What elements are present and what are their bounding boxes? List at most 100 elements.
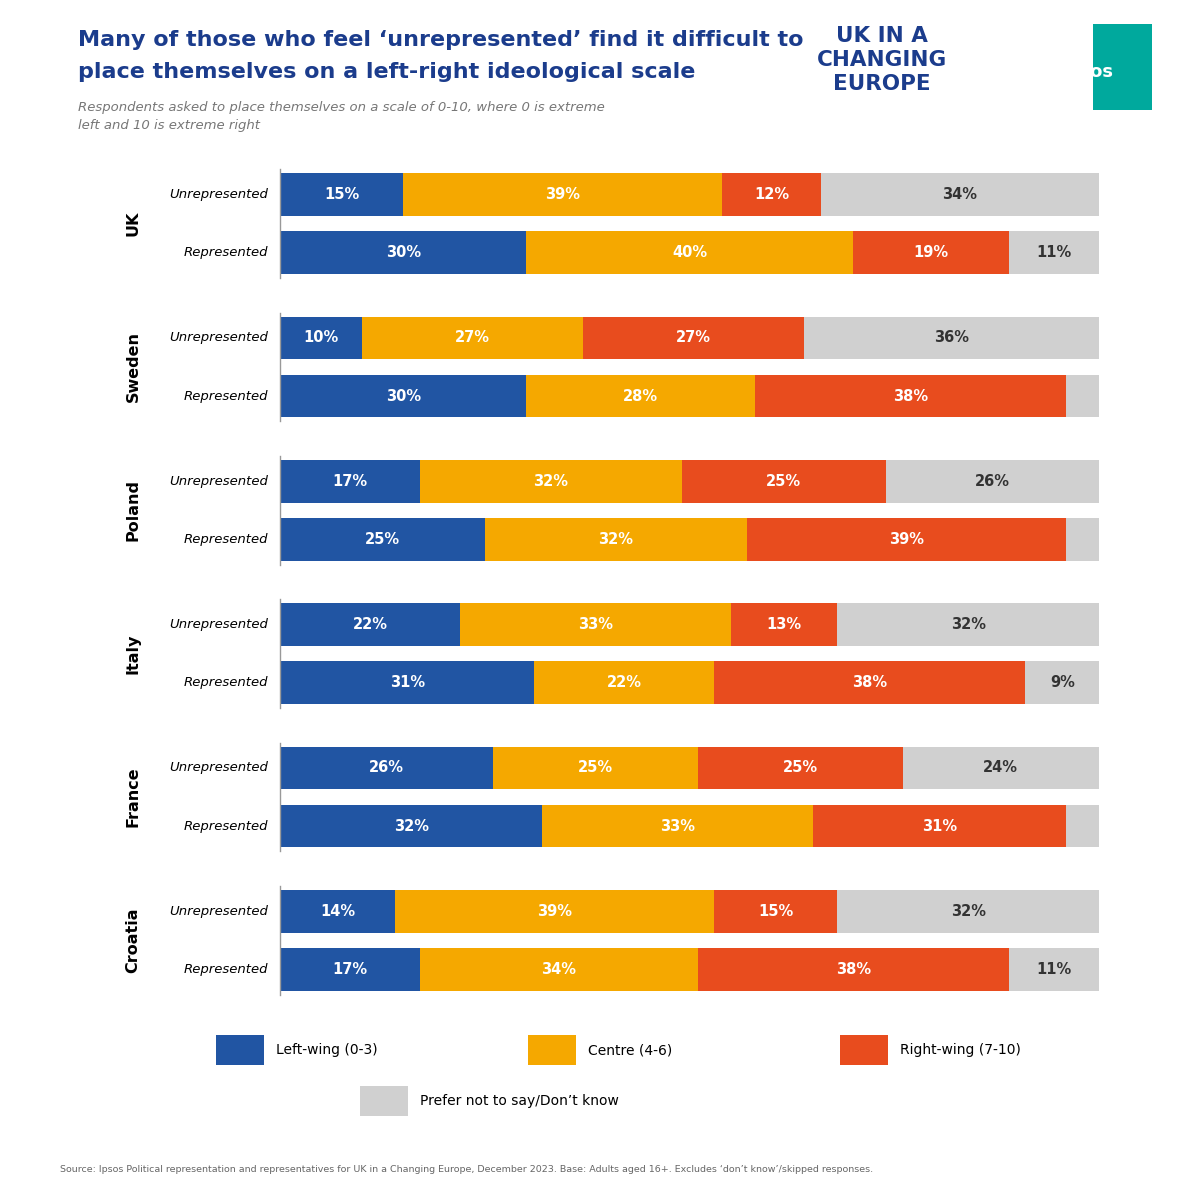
- FancyBboxPatch shape: [1093, 24, 1152, 110]
- Bar: [360, 1086, 408, 1116]
- Bar: [528, 1036, 576, 1066]
- Text: 26%: 26%: [976, 474, 1010, 488]
- Text: Unrepresented: Unrepresented: [169, 475, 268, 487]
- Text: 9%: 9%: [1050, 676, 1075, 690]
- Bar: [698, 746, 902, 790]
- Bar: [1025, 661, 1099, 704]
- Text: 39%: 39%: [538, 904, 572, 919]
- Text: 30%: 30%: [385, 245, 421, 260]
- Bar: [1009, 232, 1099, 274]
- Text: 40%: 40%: [672, 245, 707, 260]
- Text: UK IN A
CHANGING
EUROPE: UK IN A CHANGING EUROPE: [817, 26, 947, 95]
- Bar: [731, 604, 838, 646]
- Bar: [526, 232, 853, 274]
- Bar: [281, 746, 493, 790]
- Bar: [281, 604, 1099, 646]
- Text: 34%: 34%: [541, 962, 576, 977]
- Bar: [838, 604, 1099, 646]
- Text: 25%: 25%: [782, 761, 818, 775]
- Bar: [420, 460, 682, 503]
- Bar: [840, 1036, 888, 1066]
- Text: 13%: 13%: [767, 617, 802, 632]
- Text: 25%: 25%: [767, 474, 802, 488]
- Bar: [821, 173, 1099, 216]
- Text: Unrepresented: Unrepresented: [169, 762, 268, 774]
- Text: 15%: 15%: [324, 187, 360, 202]
- Text: Source: Ipsos Political representation and representatives for UK in a Changing : Source: Ipsos Political representation a…: [60, 1164, 874, 1174]
- Bar: [281, 518, 485, 560]
- Text: Croatia: Croatia: [126, 907, 140, 973]
- Text: place themselves on a left-right ideological scale: place themselves on a left-right ideolog…: [78, 62, 695, 83]
- Text: Italy: Italy: [126, 634, 140, 674]
- Text: Poland: Poland: [126, 479, 140, 541]
- Bar: [281, 518, 1099, 560]
- Text: 33%: 33%: [578, 617, 613, 632]
- Bar: [281, 661, 1099, 704]
- Text: 26%: 26%: [370, 761, 404, 775]
- Text: 22%: 22%: [353, 617, 388, 632]
- Bar: [281, 173, 1099, 216]
- Text: Unrepresented: Unrepresented: [169, 905, 268, 918]
- Text: Many of those who feel ‘unrepresented’ find it difficult to: Many of those who feel ‘unrepresented’ f…: [78, 30, 804, 50]
- Bar: [714, 661, 1025, 704]
- Bar: [362, 317, 583, 359]
- Bar: [485, 518, 748, 560]
- Bar: [902, 746, 1099, 790]
- Bar: [281, 746, 1099, 790]
- Bar: [281, 232, 1099, 274]
- Bar: [493, 746, 698, 790]
- Text: 22%: 22%: [607, 676, 642, 690]
- Text: 25%: 25%: [365, 532, 401, 547]
- Text: Represented: Represented: [184, 533, 268, 546]
- Bar: [281, 805, 1099, 847]
- Text: 36%: 36%: [935, 330, 970, 346]
- Text: 27%: 27%: [677, 330, 712, 346]
- Text: Unrepresented: Unrepresented: [169, 618, 268, 631]
- Bar: [281, 374, 1099, 418]
- Text: 12%: 12%: [754, 187, 790, 202]
- Bar: [542, 805, 812, 847]
- Bar: [281, 317, 1099, 359]
- Text: 38%: 38%: [852, 676, 887, 690]
- Text: Centre (4-6): Centre (4-6): [588, 1043, 672, 1057]
- Bar: [281, 460, 420, 503]
- Bar: [281, 317, 362, 359]
- Text: Represented: Represented: [184, 390, 268, 402]
- Text: 32%: 32%: [950, 617, 985, 632]
- Bar: [1067, 374, 1099, 418]
- Text: 17%: 17%: [332, 474, 367, 488]
- Text: 39%: 39%: [545, 187, 581, 202]
- Text: 32%: 32%: [394, 818, 428, 834]
- Text: Right-wing (7-10): Right-wing (7-10): [900, 1043, 1021, 1057]
- Text: Left-wing (0-3): Left-wing (0-3): [276, 1043, 378, 1057]
- Bar: [395, 890, 714, 932]
- Bar: [281, 173, 403, 216]
- Bar: [281, 374, 526, 418]
- Text: 14%: 14%: [320, 904, 355, 919]
- Text: 32%: 32%: [533, 474, 568, 488]
- Text: 24%: 24%: [983, 761, 1019, 775]
- Bar: [714, 890, 838, 932]
- Text: Represented: Represented: [184, 246, 268, 259]
- Bar: [526, 374, 755, 418]
- Text: Prefer not to say/Don’t know: Prefer not to say/Don’t know: [420, 1094, 619, 1108]
- Bar: [281, 232, 526, 274]
- Text: 25%: 25%: [578, 761, 613, 775]
- Bar: [698, 948, 1009, 991]
- Text: 31%: 31%: [922, 818, 956, 834]
- Text: 32%: 32%: [950, 904, 985, 919]
- Bar: [853, 232, 1009, 274]
- Text: 19%: 19%: [913, 245, 949, 260]
- Bar: [461, 604, 731, 646]
- Bar: [1067, 805, 1099, 847]
- Bar: [281, 805, 542, 847]
- Text: 32%: 32%: [599, 532, 634, 547]
- Text: Unrepresented: Unrepresented: [169, 188, 268, 202]
- Bar: [281, 890, 395, 932]
- Text: Represented: Represented: [184, 820, 268, 833]
- Text: Ipsos: Ipsos: [1061, 62, 1114, 80]
- Text: Represented: Represented: [184, 962, 268, 976]
- Text: 38%: 38%: [893, 389, 929, 403]
- Text: 28%: 28%: [623, 389, 658, 403]
- Bar: [1009, 948, 1099, 991]
